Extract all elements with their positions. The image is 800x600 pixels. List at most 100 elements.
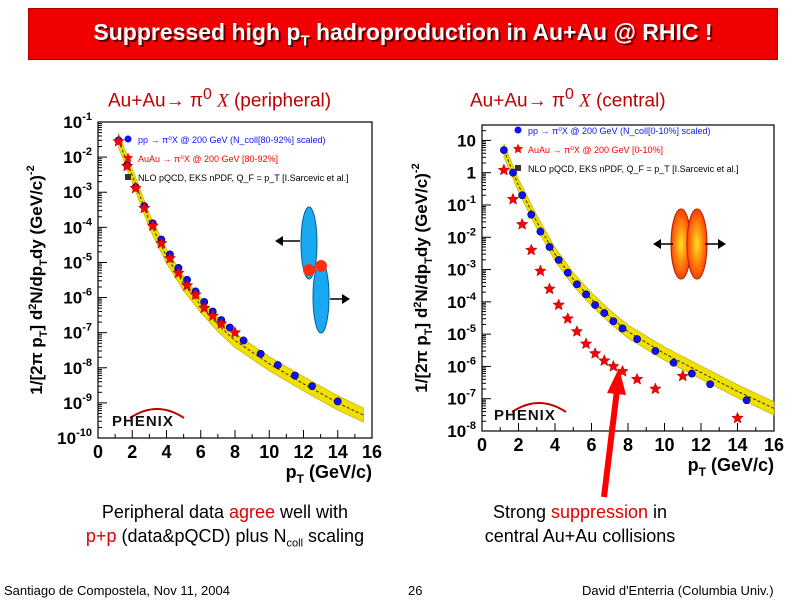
pp-data-point <box>273 361 282 369</box>
y-tick-label: 10-7 <box>63 322 92 343</box>
auau-data-point <box>155 236 168 249</box>
footer-venue: Santiago de Compostela, Nov 11, 2004 <box>4 583 230 598</box>
x-tick-label: 4 <box>161 442 171 462</box>
legend-square-marker <box>125 174 131 180</box>
slide-title: Suppressed high pT hadroproduction in Au… <box>93 18 713 50</box>
y-tick-label: 10-1 <box>447 194 476 215</box>
phenix-logo-text: PHENIX <box>112 413 174 430</box>
auau-data-point <box>561 312 574 325</box>
legend-square-marker <box>515 165 521 171</box>
legend-label: AuAu → π⁰X @ 200 GeV [80-92%] <box>138 154 278 164</box>
auau-data-point <box>189 288 202 301</box>
chart-panel-peripheral: 0 2 4 6 8 10 12 14 16 10-10 10-9 10-8 10-7 10-6 10-5 10… <box>25 111 382 486</box>
y-tick-label: 10 <box>457 131 476 150</box>
overlap-upper <box>303 264 315 276</box>
auau-data-point <box>120 159 134 172</box>
y-tick-label: 10-8 <box>63 357 92 378</box>
pp-data-point <box>554 255 563 264</box>
x-tick-label: 10 <box>654 435 674 455</box>
arrow-right-head <box>718 239 726 249</box>
auau-data-point <box>172 266 185 279</box>
auau-data-point <box>525 243 538 256</box>
right-caption: Strong suppression in central Au+Au coll… <box>484 502 676 546</box>
auau-data-point <box>534 264 547 277</box>
pp-data-point <box>308 382 316 391</box>
pp-data-point <box>609 317 618 326</box>
arrow-right-head <box>342 294 350 304</box>
auau-data-point <box>570 325 584 337</box>
legend-label: NLO pQCD, EKS nPDF, Q_F = p_T [I.Sarcevi… <box>528 164 739 174</box>
chart-panel-central: 0 2 4 6 8 10 12 14 16 10-8 10-7 10-6 10-5 10-4 10-3 10-… <box>410 124 784 479</box>
x-tick-label: 12 <box>691 435 711 455</box>
y-tick-label: 10-8 <box>447 420 476 441</box>
phenix-logo-arc <box>511 402 567 413</box>
x-tick-label: 2 <box>127 442 137 462</box>
legend-circle-marker <box>514 126 522 134</box>
collision-cartoon-right <box>653 208 726 280</box>
auau-data-point <box>607 359 620 372</box>
y-tick-label: 10-5 <box>63 251 92 272</box>
title-banner: Suppressed high pT hadroproduction in Au… <box>28 8 778 60</box>
pp-data-point <box>499 146 508 155</box>
auau-data-point <box>215 317 228 330</box>
auau-data-point <box>112 134 125 147</box>
x-axis-label: pT (GeV/c) <box>286 462 372 486</box>
y-tick-label: 10-10 <box>57 427 92 448</box>
auau-data-point <box>198 301 211 314</box>
pp-data-point <box>239 336 248 345</box>
auau-data-point <box>598 354 611 367</box>
suppression-arrow-head <box>607 368 626 395</box>
left-panel-heading: Au+Au→ π0 X (peripheral) <box>108 86 332 112</box>
nucleus-upper <box>300 206 318 280</box>
arrow-left-head <box>653 239 661 249</box>
auau-data-point <box>506 192 520 205</box>
auau-data-point <box>163 251 177 264</box>
x-tick-label: 6 <box>586 435 596 455</box>
pp-data-point <box>687 369 696 378</box>
x-tick-label: 6 <box>196 442 206 462</box>
legend-label: AuAu → π⁰X @ 200 GeV [0-10%] <box>528 145 663 155</box>
y-tick-label: 10-2 <box>63 146 92 167</box>
pp-data-point <box>333 397 342 406</box>
nucleus-right <box>686 208 708 280</box>
overlap-lower <box>315 260 327 272</box>
legend-label: pp → π⁰X @ 200 GeV (N_coll[0-10%] scaled… <box>528 126 711 136</box>
auau-data-point <box>543 282 556 295</box>
x-tick-label: 8 <box>623 435 633 455</box>
pp-data-point <box>225 323 234 332</box>
phenix-logo: PHENIX <box>494 402 567 424</box>
auau-data-point <box>731 411 744 424</box>
auau-data-point <box>552 298 565 311</box>
phenix-logo-arc <box>129 408 185 419</box>
pp-data-point <box>591 301 600 309</box>
pp-data-point <box>518 191 527 200</box>
auau-data-point <box>588 347 602 359</box>
pp-data-point <box>633 335 642 344</box>
legend-star-marker <box>122 152 134 163</box>
page-number: 26 <box>408 583 423 598</box>
x-tick-label: 8 <box>230 442 240 462</box>
pp-data-point <box>536 227 545 236</box>
phenix-logo: PHENIX <box>112 408 185 430</box>
pp-data-point <box>669 358 678 367</box>
legend-circle-marker <box>124 135 132 143</box>
pp-data-point <box>527 210 536 219</box>
y-axis-label: 1/[2π pT] d2N/dpTdy (GeV/c)-2 <box>25 165 50 394</box>
y-tick-label: 10-4 <box>63 216 93 237</box>
y-tick-label: 10-2 <box>447 226 476 247</box>
y-tick-label: 10-1 <box>63 111 92 132</box>
pp-data-point <box>573 280 581 289</box>
plot-frame <box>97 121 373 439</box>
pp-data-point <box>618 324 627 333</box>
auau-data-point <box>649 382 662 395</box>
y-tick-label: 10-6 <box>447 355 476 376</box>
x-tick-label: 2 <box>513 435 523 455</box>
pp-data-point <box>600 309 609 317</box>
y-tick-label: 10-3 <box>447 259 476 280</box>
pp-data-point <box>651 347 660 355</box>
footer-author: David d'Enterria (Columbia Univ.) <box>582 583 774 598</box>
auau-data-point <box>129 181 142 194</box>
y-tick-label: 10-4 <box>447 291 477 312</box>
auau-data-point <box>616 364 629 377</box>
